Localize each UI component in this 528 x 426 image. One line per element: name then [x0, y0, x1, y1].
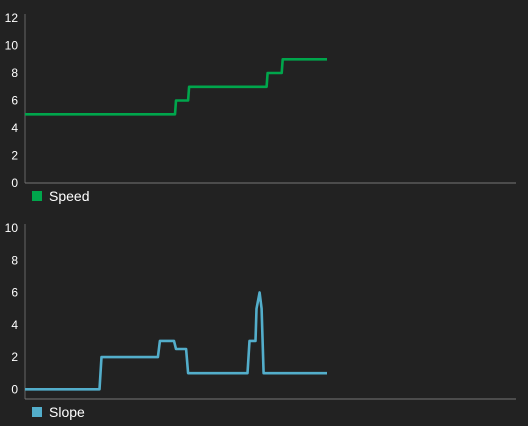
- y-tick-label: 8: [11, 66, 18, 80]
- y-tick-label: 0: [11, 176, 18, 190]
- legend-label: Slope: [49, 404, 85, 420]
- legend-swatch: [32, 191, 42, 201]
- y-tick-label: 6: [11, 286, 18, 300]
- legend-swatch: [32, 407, 42, 417]
- series-line-slope: [25, 291, 327, 391]
- series-line-speed: [25, 57, 327, 116]
- speed-chart: 0 2 4 6 8 10 12 Speed: [5, 11, 516, 204]
- y-tick-label: 2: [11, 149, 18, 163]
- y-tick-label: 12: [5, 11, 19, 25]
- legend-label: Speed: [49, 188, 89, 204]
- slope-chart: 0 2 4 6 8 10 Slope: [5, 221, 516, 420]
- y-tick-label: 4: [11, 318, 18, 332]
- y-tick-label: 10: [5, 39, 19, 53]
- y-tick-label: 2: [11, 350, 18, 364]
- y-tick-label: 0: [11, 382, 18, 396]
- y-tick-label: 10: [5, 221, 19, 235]
- y-tick-label: 6: [11, 94, 18, 108]
- y-tick-label: 4: [11, 121, 18, 135]
- y-tick-label: 8: [11, 253, 18, 267]
